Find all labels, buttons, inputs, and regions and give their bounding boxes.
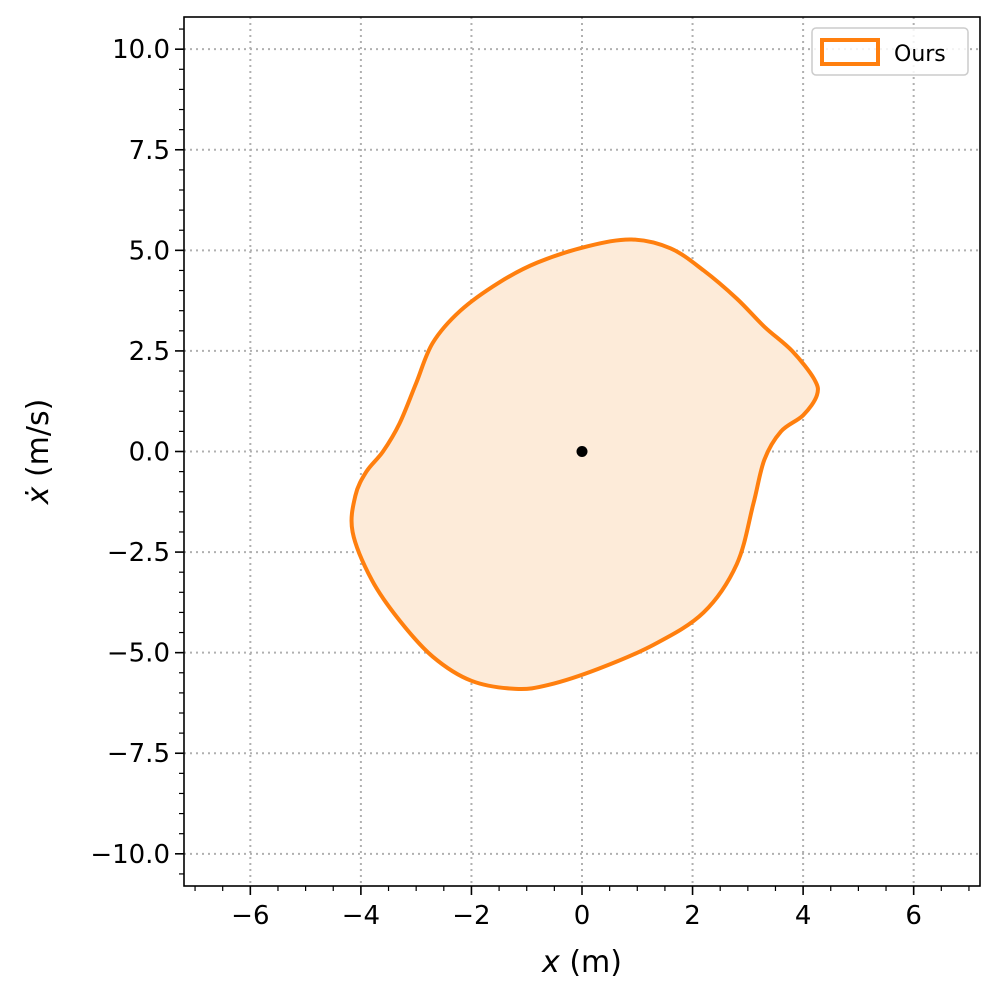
- y-tick-label: 2.5: [129, 337, 170, 367]
- x-tick-label: −6: [231, 901, 269, 931]
- x-axis-label: x (m): [541, 945, 622, 980]
- region-boundary-line: [349, 237, 820, 692]
- x-tick-label: −2: [452, 901, 490, 931]
- y-tick-label: 5.0: [129, 236, 170, 266]
- equilibrium-point: [576, 446, 588, 457]
- x-axis-label-unit: (m): [560, 945, 622, 980]
- y-tick-label: 0.0: [129, 438, 170, 468]
- y-tick-label: 7.5: [129, 136, 170, 166]
- y-axis-label-variable: ẋ: [21, 486, 56, 505]
- y-tick-label: −7.5: [107, 739, 170, 769]
- legend-label: Ours: [894, 42, 946, 67]
- x-tick-label: 4: [795, 901, 812, 931]
- y-tick-label: −10.0: [90, 840, 170, 870]
- x-axis-label-variable: x: [541, 945, 560, 980]
- y-tick-label: −5.0: [107, 639, 170, 669]
- x-tick-label: 2: [684, 901, 701, 931]
- y-axis-label: ẋ (m/s): [21, 399, 56, 506]
- region-fill: [351, 239, 818, 690]
- legend-swatch: [820, 38, 880, 66]
- y-axis-label-unit: (m/s): [21, 399, 56, 487]
- y-tick-label: −2.5: [107, 538, 170, 568]
- x-tick-label: −4: [342, 901, 380, 931]
- x-tick-label: 0: [574, 901, 591, 931]
- y-tick-label: 10.0: [112, 35, 170, 65]
- x-tick-label: 6: [905, 901, 922, 931]
